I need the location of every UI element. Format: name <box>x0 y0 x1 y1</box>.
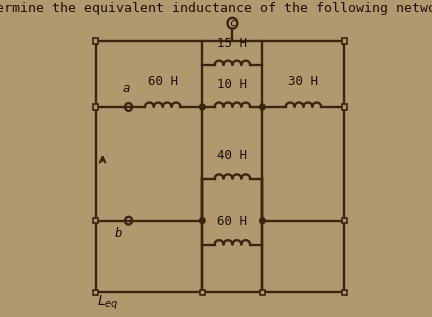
Bar <box>342 218 347 223</box>
Circle shape <box>260 104 265 110</box>
Text: 15 H: 15 H <box>217 36 248 49</box>
Bar <box>93 218 98 223</box>
Bar <box>93 38 98 44</box>
Text: 60 H: 60 H <box>148 74 178 87</box>
Bar <box>93 290 98 295</box>
Bar <box>200 290 205 295</box>
Bar <box>93 104 98 110</box>
Text: c: c <box>229 18 236 28</box>
Bar <box>342 38 347 44</box>
Text: $\it{L}_{eq}$: $\it{L}_{eq}$ <box>97 294 119 312</box>
Text: b: b <box>114 227 122 240</box>
Bar <box>342 290 347 295</box>
Text: 30 H: 30 H <box>289 74 318 87</box>
Circle shape <box>260 218 265 224</box>
Text: 10 H: 10 H <box>217 78 248 91</box>
Text: Determine the equivalent inductance of the following network.: Determine the equivalent inductance of t… <box>0 2 432 15</box>
Bar <box>260 290 265 295</box>
Text: a: a <box>122 82 130 95</box>
Text: 40 H: 40 H <box>217 149 248 162</box>
Circle shape <box>200 104 205 110</box>
Bar <box>342 104 347 110</box>
Text: 60 H: 60 H <box>217 215 248 228</box>
Circle shape <box>200 218 205 224</box>
